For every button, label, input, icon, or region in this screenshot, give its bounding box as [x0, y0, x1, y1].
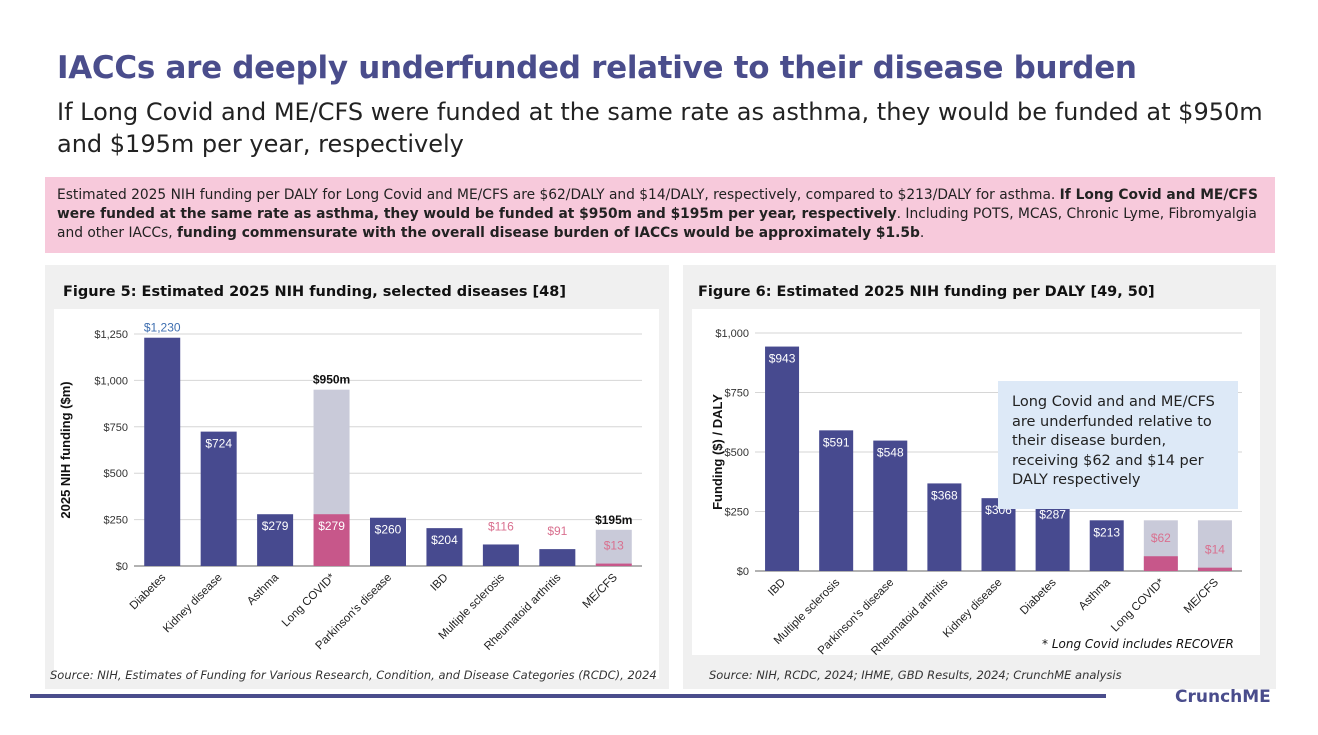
data-bar — [482, 544, 519, 566]
callout-bold-text: If Long Covid and ME/CFS were funded at … — [57, 187, 1258, 222]
data-bar — [927, 483, 962, 571]
callout-text: . — [919, 225, 925, 241]
data-bar — [257, 514, 294, 566]
value-label: $116 — [488, 519, 514, 533]
data-bar — [1143, 556, 1178, 571]
category-label: Diabetes — [128, 571, 169, 612]
y-tick-label: $0 — [116, 561, 128, 573]
page-subtitle: If Long Covid and ME/CFS were funded at … — [57, 98, 1263, 158]
category-label: Asthma — [245, 571, 281, 607]
figure5-title: Figure 5: Estimated 2025 NIH funding, se… — [63, 284, 566, 300]
value-label: $279 — [262, 519, 289, 533]
data-bar — [313, 514, 350, 566]
key-finding-callout: Estimated 2025 NIH funding per DALY for … — [45, 177, 1275, 253]
value-label: $279 — [318, 519, 345, 533]
category-label: Kidney disease — [941, 577, 1005, 641]
figure6-footnote: * Long Covid includes RECOVER — [1042, 637, 1234, 651]
category-label: IBD — [766, 577, 788, 599]
y-tick-label: $1,000 — [94, 375, 128, 387]
y-tick-label: $500 — [725, 447, 749, 459]
data-bar — [370, 517, 406, 566]
data-bar — [539, 549, 576, 566]
y-tick-label: $0 — [737, 566, 749, 578]
y-tick-label: $250 — [104, 515, 128, 527]
callout-text: . Including POTS, MCAS, Chronic Lyme, Fi… — [57, 206, 1257, 241]
value-label: $943 — [769, 352, 796, 366]
potential-funding-label: $950m — [313, 373, 350, 387]
y-tick-label: $500 — [104, 468, 128, 480]
figure6-panel: Figure 6: Estimated 2025 NIH funding per… — [683, 265, 1276, 689]
figure5-source: Source: NIH, Estimates of Funding for Va… — [50, 668, 657, 682]
y-axis-title: Funding ($) / DALY — [710, 394, 725, 510]
callout-bold-text: funding commensurate with the overall di… — [176, 225, 920, 241]
figure6-title: Figure 6: Estimated 2025 NIH funding per… — [698, 284, 1155, 300]
category-label: Asthma — [1077, 576, 1113, 612]
y-tick-label: $1,250 — [94, 329, 128, 341]
category-label: IBD — [429, 572, 451, 594]
value-label: $91 — [547, 524, 567, 538]
value-label: $13 — [604, 539, 624, 553]
value-label: $548 — [877, 446, 904, 460]
potential-funding-bar — [595, 529, 632, 566]
figure6-source: Source: NIH, RCDC, 2024; IHME, GBD Resul… — [709, 668, 1122, 682]
category-label: ME/CFS — [581, 571, 620, 610]
callout-text: Estimated 2025 NIH funding per DALY for … — [57, 187, 1060, 203]
value-label: $260 — [375, 523, 402, 537]
value-label: $213 — [1093, 525, 1120, 539]
data-bar — [144, 337, 181, 566]
data-bar — [765, 346, 800, 571]
figure5-panel: Figure 5: Estimated 2025 NIH funding, se… — [45, 265, 669, 689]
value-label: $724 — [205, 437, 232, 451]
value-label: $1,230 — [144, 321, 181, 335]
value-label: $204 — [431, 533, 458, 547]
data-bar — [1089, 520, 1124, 571]
y-tick-label: $250 — [725, 507, 749, 519]
y-tick-label: $750 — [725, 388, 749, 400]
value-label: $14 — [1205, 543, 1225, 557]
figure6-annotation: Long Covid and and ME/CFS are underfunde… — [998, 381, 1238, 509]
figure5-chart: $0 $250 $500 $750 $1,000 $1,250 2025 NIH fundi… — [58, 321, 642, 653]
data-bar — [426, 528, 463, 566]
data-bar — [819, 430, 854, 571]
brand-logo-text: CrunchME — [1175, 687, 1271, 707]
figure6-plot: $0 $250 $500 $750 $1,000 Funding ($) / DALY $9… — [692, 309, 1260, 655]
category-label: Kidney disease — [161, 572, 225, 636]
potential-funding-bar — [1197, 520, 1232, 571]
footer-divider — [30, 694, 1106, 698]
category-label: ME/CFS — [1182, 576, 1221, 615]
value-label: $591 — [823, 435, 850, 449]
figure5-plot: $0 $250 $500 $750 $1,000 $1,250 2025 NIH fundi… — [54, 309, 659, 679]
value-label: $287 — [1039, 508, 1066, 522]
value-label: $62 — [1151, 531, 1171, 545]
data-bar — [873, 440, 908, 571]
y-tick-label: $1,000 — [715, 328, 749, 340]
y-axis-title: 2025 NIH funding ($m) — [58, 381, 73, 518]
data-bar — [1035, 502, 1070, 571]
figure6-chart: $0 $250 $500 $750 $1,000 Funding ($) / DALY $9… — [710, 328, 1242, 655]
potential-funding-label: $195m — [595, 513, 632, 527]
category-label: Long COVID* — [1109, 576, 1167, 634]
category-label: Diabetes — [1018, 576, 1059, 617]
data-bar — [1197, 567, 1232, 571]
data-bar — [981, 498, 1016, 571]
data-bar — [200, 431, 237, 566]
category-label: Long COVID* — [280, 571, 338, 629]
y-tick-label: $750 — [104, 422, 128, 434]
data-bar — [595, 563, 632, 566]
value-label: $368 — [931, 488, 958, 502]
page-title: IACCs are deeply underfunded relative to… — [57, 50, 1137, 86]
